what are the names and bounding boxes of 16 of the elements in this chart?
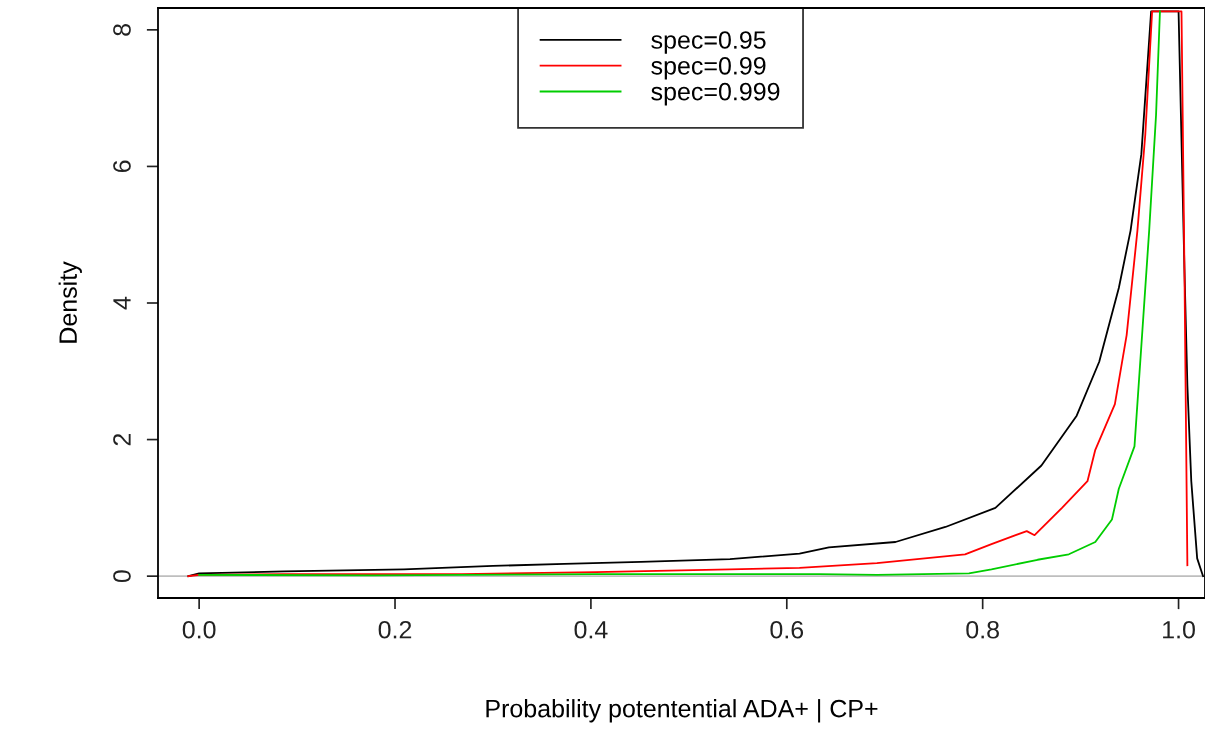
legend-label: spec=0.999: [651, 82, 780, 106]
y-tick-label: 4: [113, 296, 131, 310]
y-axis-title: Density: [58, 261, 82, 343]
y-tick-label: 6: [113, 160, 131, 173]
x-tick-label: 0.6: [770, 620, 804, 639]
x-tick-label: 0.4: [574, 620, 608, 639]
y-tick-label: 0: [113, 570, 131, 583]
x-tick-label: 0.0: [182, 620, 216, 639]
legend-label: spec=0.95: [651, 31, 766, 54]
legend-label: spec=0.99: [651, 56, 766, 80]
x-tick-label: 0.8: [966, 620, 999, 639]
x-tick-label: 0.2: [378, 620, 412, 639]
x-tick-label: 1.0: [1163, 620, 1195, 639]
y-tick-label: 8: [113, 23, 131, 36]
y-tick-label: 2: [113, 433, 131, 446]
x-axis-title: Probability potentential ADA+ | CP+: [486, 699, 878, 723]
